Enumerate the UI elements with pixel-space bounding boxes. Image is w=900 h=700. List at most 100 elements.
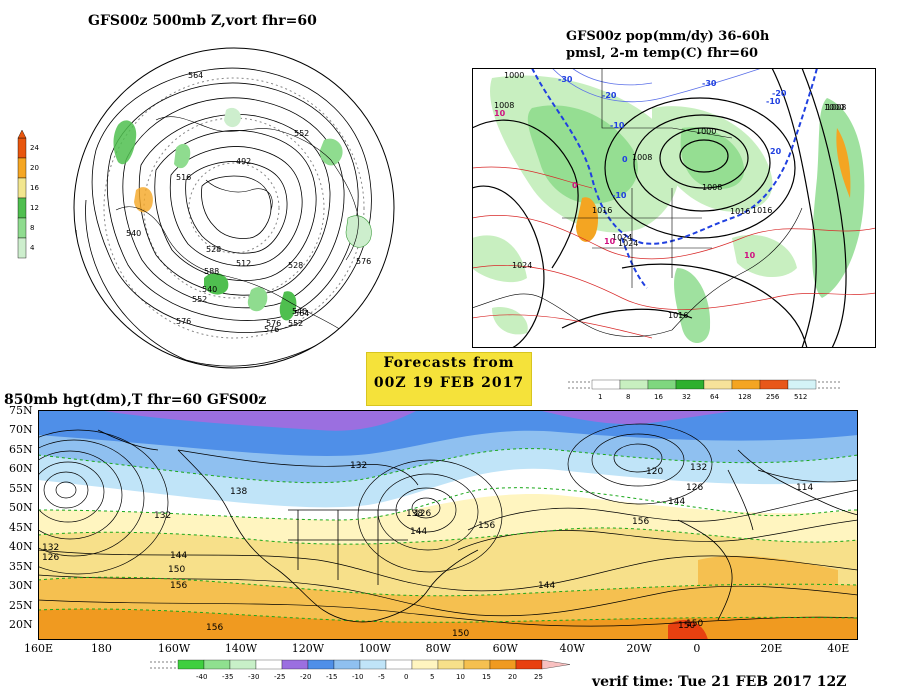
vort-scale-label: 12 [30,204,39,212]
pop-isobar-label: 1016 [592,206,612,215]
pop-temp-label: -30 [702,79,717,88]
pop-isobar-label: 1016 [752,206,772,215]
h850-scale-label: 15 [482,673,491,680]
pop-scale-left-end [568,381,590,389]
pop-temp-label: 20 [770,147,782,156]
pop-temp-label: 0 [572,181,578,190]
vort-contour-label: 540 [202,285,217,294]
lat-label: 60N [9,462,33,476]
pop-scale-right-end [818,381,840,389]
h850-height-label: 132 [154,511,171,521]
vort-contour-label: 564 [294,309,309,318]
pop-isobar-label: 1008 [494,101,514,110]
vort-contour-label: 564 [188,71,203,80]
pop-scale-label: 256 [766,393,780,401]
h850-height-label: 138 [406,509,423,519]
h850-scale-swatch [437,659,465,670]
verif-time: verif time: Tue 21 FEB 2017 12Z [592,674,847,690]
pop-temp-label: -20 [602,91,617,100]
pop-scale-label: 8 [626,393,630,401]
vort-scale-swatch [17,177,27,199]
pop-scale-swatch [591,379,621,390]
lat-label: 40N [9,540,33,554]
pop-scale-label: 1 [598,393,602,401]
lon-label: 40E [827,642,850,655]
h850-scale-swatch [307,659,335,670]
pop-temp-label: -30 [558,75,573,84]
h850-scale-swatch [229,659,257,670]
lon-label: 140W [224,642,258,655]
h850-height-label: 132 [350,461,367,471]
h850-scale-swatch [333,659,361,670]
h850-scale-swatch [177,659,205,670]
h850-height-label: 150 [686,619,703,629]
pop-scale-swatch [731,379,761,390]
lon-label: 120W [291,642,325,655]
h850-height-label: 144 [538,581,555,591]
h850-scale-swatch [515,659,543,670]
h850-scale-left-end [150,661,176,669]
h850-height-label: 156 [478,521,495,531]
vort-contour-label: 576 [176,317,191,326]
pop-isobar-label: 1016 [668,311,688,320]
h850-scale-label: -40 [196,673,207,680]
h850-height-label: 156 [632,517,649,527]
vort-scale-swatch [17,197,27,219]
vort-contour-label: 512 [236,259,251,268]
pop-temp-label: -10 [610,121,625,130]
h850-height-label: 132 [690,463,707,473]
vort-scale-swatch [17,157,27,179]
vort-scale-label: 24 [30,144,39,152]
h850-map: 1321381321441501561321261381441561441501… [38,410,858,640]
lat-label: 25N [9,598,33,612]
vort-contour-label: 528 [206,245,221,254]
vort-scale-label: 20 [30,164,39,172]
h850-scale-arrow [541,659,571,670]
h850-scale-swatch [203,659,231,670]
lat-label: 20N [9,618,33,632]
vort-contour-label: 576 [264,325,279,334]
vort-contour-label: 588 [204,267,219,276]
h850-scale-label: -20 [300,673,311,680]
vort-contour-label: 576 [356,257,371,266]
lon-label: 20W [626,642,652,655]
h850-scale-label: -25 [274,673,285,680]
lon-label: 40W [559,642,585,655]
h850-height-label: 132 [42,543,59,553]
lat-label: 75N [9,404,33,417]
h850-scale-label: 0 [404,673,408,680]
pop-isobar-label: 1024 [612,233,632,242]
h850-height-label: 150 [452,629,469,639]
pop-scale-label: 512 [794,393,807,401]
pop-isobar-label: 1008 [826,103,846,112]
h850-scale-swatch [463,659,491,670]
h850-height-label: 126 [42,553,59,563]
pop-temp-label: 0 [622,155,628,164]
lat-label: 30N [9,579,33,593]
pop-isobar-label: 1000 [696,127,716,136]
vort-scale-swatch [17,137,27,159]
h850-height-label: 156 [170,581,187,591]
h850-panel-title: 850mb hgt(dm),T fhr=60 GFS00z [4,392,267,408]
h850-scale-swatch [359,659,387,670]
vort-contour-label: 492 [236,157,251,166]
pop-scale-label: 128 [738,393,751,401]
pop-temp-label: 10 [604,237,616,246]
pop-isobar-label: 1008 [632,153,652,162]
vort-scale-label: 4 [30,244,35,252]
lon-label: 160E [24,642,54,655]
h850-scale-swatch [411,659,439,670]
pop-scale-swatch [647,379,677,390]
pop-scale-swatch [759,379,789,390]
h850-scale-label: 5 [430,673,434,680]
vort-panel-title: GFS00z 500mb Z,vort fhr=60 [88,13,317,29]
h850-scale-label: 10 [456,673,465,680]
lat-label: 55N [9,481,33,495]
h850-height-label: 114 [796,483,813,493]
h850-height-label: 126 [686,483,703,493]
lon-label: 180 [90,642,112,655]
h850-height-label: 144 [668,497,685,507]
pop-scale-swatch [787,379,817,390]
h850-scale-label: -35 [222,673,233,680]
